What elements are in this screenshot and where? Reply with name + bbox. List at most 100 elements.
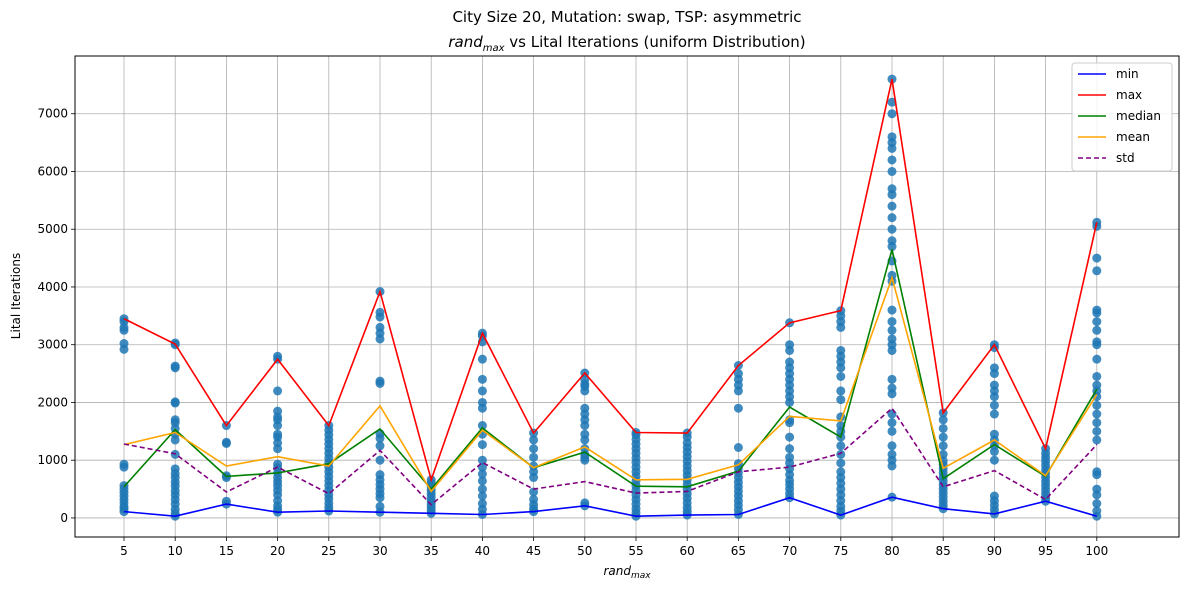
- scatter-point: [529, 494, 539, 504]
- scatter-point: [836, 395, 846, 405]
- scatter-point: [887, 449, 897, 459]
- y-tick-label: 6000: [37, 164, 68, 178]
- scatter-point: [1092, 266, 1102, 276]
- scatter-point: [887, 236, 897, 246]
- title-rand-sub: max: [483, 43, 505, 54]
- y-axis-label: Lital Iterations: [9, 253, 23, 339]
- scatter-point: [477, 491, 487, 501]
- scatter-point: [989, 429, 999, 439]
- scatter-point: [477, 397, 487, 407]
- scatter-point: [477, 476, 487, 486]
- scatter-point: [785, 432, 795, 442]
- scatter-point: [477, 469, 487, 479]
- scatter-point: [375, 441, 385, 451]
- chart-title-line1: City Size 20, Mutation: swap, TSP: asymm…: [452, 8, 801, 26]
- scatter-point: [1092, 317, 1102, 327]
- y-tick-label: 1000: [37, 453, 68, 467]
- scatter-point: [887, 155, 897, 165]
- x-tick-label: 65: [731, 544, 746, 558]
- legend-label-min: min: [1116, 67, 1139, 81]
- xlabel-rand: rand: [603, 564, 631, 578]
- y-tick-label: 4000: [37, 280, 68, 294]
- scatter-point: [170, 415, 180, 425]
- scatter-point: [836, 371, 846, 381]
- scatter-point: [733, 403, 743, 413]
- x-tick-label: 50: [577, 544, 592, 558]
- scatter-point: [887, 317, 897, 327]
- scatter-point: [580, 444, 590, 454]
- scatter-point: [1092, 418, 1102, 428]
- scatter-point: [836, 467, 846, 477]
- scatter-point: [375, 455, 385, 465]
- scatter-point: [477, 374, 487, 384]
- x-tick-label: 85: [936, 544, 951, 558]
- xlabel-rand-sub: max: [631, 571, 651, 581]
- scatter-point: [580, 374, 590, 384]
- scatter-point: [1092, 371, 1102, 381]
- scatter-point: [836, 449, 846, 459]
- scatter-point: [938, 423, 948, 433]
- scatter-point: [375, 376, 385, 386]
- scatter-point: [785, 357, 795, 367]
- x-tick-label: 30: [372, 544, 387, 558]
- scatter-point: [887, 201, 897, 211]
- x-tick-label: 20: [270, 544, 285, 558]
- scatter-point: [1092, 435, 1102, 445]
- scatter-point: [733, 369, 743, 379]
- scatter-point: [273, 386, 283, 396]
- scatter-point: [938, 432, 948, 442]
- scatter-point: [529, 435, 539, 445]
- scatter-point: [887, 426, 897, 436]
- scatter-point: [1092, 337, 1102, 347]
- y-tick-label: 3000: [37, 338, 68, 352]
- scatter-point: [1092, 305, 1102, 315]
- scatter-point: [887, 441, 897, 451]
- series-line-mean: [123, 275, 1098, 493]
- y-axis-ticks: 0 1000 2000 3000 4000 5000 6000 7000: [37, 107, 75, 525]
- scatter-point: [989, 380, 999, 390]
- legend-box: [1071, 62, 1173, 172]
- scatter-point: [1092, 426, 1102, 436]
- scatter-point: [477, 455, 487, 465]
- scatter-point: [1092, 467, 1102, 477]
- scatter-point: [1092, 354, 1102, 364]
- scatter-point: [529, 487, 539, 497]
- scatter-point: [785, 452, 795, 462]
- scatter-point: [887, 418, 897, 428]
- x-tick-label: 60: [680, 544, 695, 558]
- scatter-point: [170, 338, 180, 348]
- scatter-point: [170, 464, 180, 474]
- scatter-point: [887, 97, 897, 107]
- scatter-point: [221, 437, 231, 447]
- scatter-point: [887, 325, 897, 335]
- scatter-point: [785, 340, 795, 350]
- scatter-point: [887, 374, 897, 384]
- scatter-point: [119, 339, 129, 349]
- scatter-point: [221, 496, 231, 506]
- legend-label-median: median: [1116, 109, 1161, 123]
- x-tick-label: 40: [475, 544, 490, 558]
- y-tick-label: 2000: [37, 395, 68, 409]
- scatter-point: [529, 444, 539, 454]
- scatter-point: [938, 415, 948, 425]
- scatter-point: [989, 363, 999, 373]
- scatter-point: [119, 459, 129, 469]
- scatter-point: [580, 429, 590, 439]
- scatter-point: [375, 322, 385, 332]
- x-tick-label: 90: [987, 544, 1002, 558]
- scatter-point: [477, 354, 487, 364]
- scatter-point: [836, 441, 846, 451]
- scatter-point: [1092, 506, 1102, 516]
- scatter-point: [989, 491, 999, 501]
- scatter-point: [375, 470, 385, 480]
- scatter-point: [938, 441, 948, 451]
- x-tick-label: 80: [884, 544, 899, 558]
- scatter-point: [273, 459, 283, 469]
- scatter-point: [580, 498, 590, 508]
- x-axis-label: randmax: [603, 564, 651, 581]
- title-rest: vs Lital Iterations (uniform Distributio…: [505, 33, 806, 51]
- scatter-point: [1092, 253, 1102, 263]
- chart-title-line2: randmax vs Lital Iterations (uniform Dis…: [448, 33, 805, 54]
- scatter-point: [887, 109, 897, 119]
